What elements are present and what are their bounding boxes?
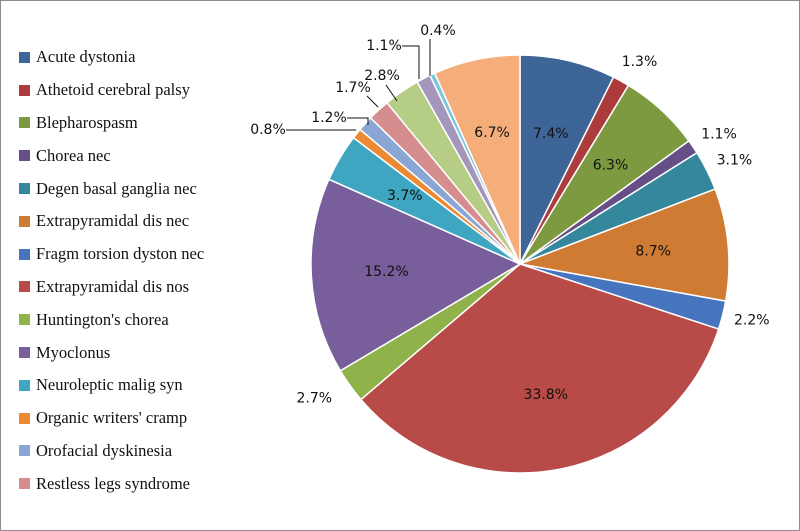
legend-item-chorea-nec: Chorea nec (19, 139, 204, 172)
legend-item-huntington-s-chorea: Huntington's chorea (19, 303, 204, 336)
legend-item-acute-dystonia: Acute dystonia (19, 41, 204, 74)
slice-value-label: 2.7% (297, 390, 333, 406)
slices-layer (310, 54, 730, 474)
pie-slice-unlabeled-17 (433, 54, 521, 265)
slice-value-label: 1.2% (311, 110, 347, 126)
legend-item-athetoid-cerebral-palsy: Athetoid cerebral palsy (19, 74, 204, 107)
pie-slice-extrapyramidal-dis-nos (359, 263, 720, 474)
legend-label: Acute dystonia (36, 47, 136, 67)
legend-label: Restless legs syndrome (36, 473, 190, 493)
leader-line (366, 95, 379, 108)
legend-item-myoclonus: Myoclonus (19, 336, 204, 369)
legend-item-blepharospasm: Blepharospasm (19, 107, 204, 140)
legend-label: Extrapyramidal dis nos (36, 276, 190, 296)
legend: Acute dystonia Athetoid cerebral palsy Ble… (19, 41, 204, 500)
legend-swatch (19, 445, 30, 457)
legend-swatch (19, 215, 30, 227)
legend-label: Extrapyramidal dis nec (36, 211, 190, 231)
pie-slice-myoclonus (310, 178, 522, 372)
legend-label: Neuroleptic malig syn (36, 375, 183, 395)
legend-label: Athetoid cerebral palsy (36, 80, 190, 100)
leader-line (402, 45, 420, 79)
pie-slice-acute-dystonia (519, 54, 615, 265)
slice-value-label: 2.8% (364, 68, 400, 84)
slice-value-label: 3.7% (387, 188, 423, 204)
slice-value-label: 6.7% (474, 125, 510, 141)
legend-item-organic-writers-cramp: Organic writers' cramp (19, 402, 204, 435)
slice-value-label: 7.4% (533, 126, 569, 142)
slice-value-label: 8.7% (635, 243, 671, 259)
legend-swatch (19, 281, 30, 293)
legend-label: Blepharospasm (36, 112, 138, 132)
legend-swatch (19, 84, 30, 96)
legend-label: Myoclonus (36, 342, 111, 362)
legend-item-restless-legs-syndrome: Restless legs syndrome (19, 467, 204, 500)
legend-label: Huntington's chorea (36, 309, 169, 329)
slice-value-label: 0.4% (420, 23, 456, 39)
legend-swatch (19, 51, 30, 63)
leader-line (385, 84, 398, 102)
slice-value-label: 15.2% (364, 264, 408, 280)
legend-swatch (19, 412, 30, 424)
legend-item-orofacial-dyskinesia: Orofacial dyskinesia (19, 435, 204, 468)
slice-value-label: 3.1% (717, 153, 753, 169)
legend-label: Orofacial dyskinesia (36, 440, 173, 460)
legend-swatch (19, 183, 30, 195)
slice-labels: 7.4% 1.3% 6.3% 1.1% 3.1% 8.7% 2.2% 33.8% 2.7% 15.… (250, 23, 769, 406)
legend-swatch (19, 478, 30, 490)
slice-value-label: 1.1% (701, 126, 737, 142)
legend-label: Degen basal ganglia nec (36, 178, 197, 198)
slice-value-label: 33.8% (524, 387, 568, 403)
legend-label: Fragm torsion dyston nec (36, 244, 205, 264)
legend-item-extrapyramidal-dis-nec: Extrapyramidal dis nec (19, 205, 204, 238)
legend-swatch (19, 379, 30, 391)
slice-value-label: 1.7% (335, 80, 371, 96)
legend-item-degen-basal-ganglia-nec: Degen basal ganglia nec (19, 172, 204, 205)
legend-item-neuroleptic-malig-syn: Neuroleptic malig syn (19, 369, 204, 402)
legend-item-fragm-torsion-dyston-nec: Fragm torsion dyston nec (19, 238, 204, 271)
slice-value-label: 2.2% (734, 313, 770, 329)
slice-value-label: 6.3% (593, 158, 629, 174)
slice-value-label: 1.3% (622, 54, 658, 70)
legend-label: Organic writers' cramp (36, 408, 188, 428)
legend-label: Chorea nec (36, 145, 111, 165)
legend-swatch (19, 117, 30, 129)
legend-swatch (19, 150, 30, 162)
slice-value-label: 0.8% (250, 122, 286, 138)
leader-lines (286, 39, 431, 131)
legend-item-extrapyramidal-dis-nos: Extrapyramidal dis nos (19, 271, 204, 304)
legend-swatch (19, 248, 30, 260)
slice-value-label: 1.1% (366, 38, 402, 54)
legend-swatch (19, 347, 30, 359)
legend-swatch (19, 314, 30, 326)
leader-line (347, 117, 369, 125)
